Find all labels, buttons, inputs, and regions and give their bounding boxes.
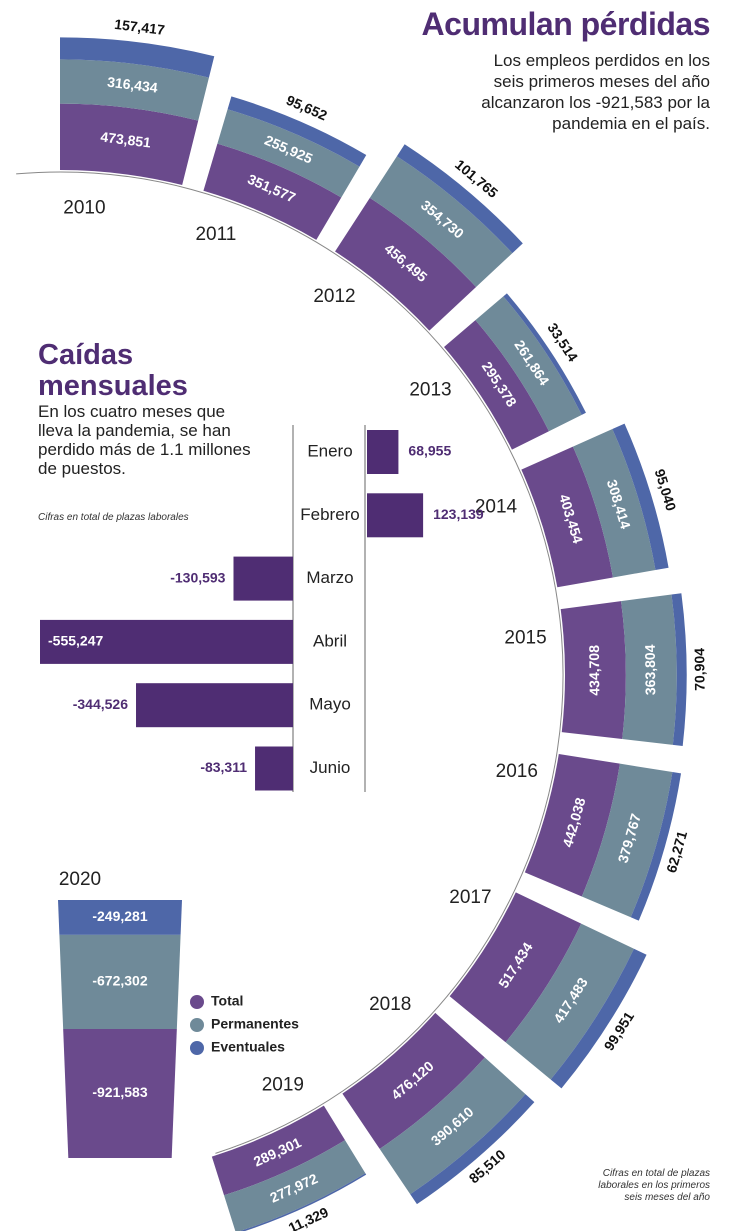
- bar: [136, 683, 293, 728]
- value-label: 316,434: [106, 74, 158, 96]
- category-label: Junio: [310, 758, 351, 777]
- bar-segment: [560, 601, 626, 740]
- legend-label: Eventuales: [211, 1039, 285, 1055]
- chart-note: Cifras en total de plazas laborales en l…: [598, 1168, 710, 1203]
- value-label: 95,040: [652, 467, 680, 513]
- chart-note: Cifras en total de plazas laborales: [38, 512, 189, 523]
- bar-segment: [224, 1140, 366, 1231]
- legend-marker: [190, 995, 204, 1009]
- bar-segment: [60, 37, 215, 78]
- value-label: 363,804: [642, 644, 658, 695]
- value-label: -344,526: [73, 696, 128, 712]
- bar-segment: [227, 96, 367, 167]
- chart-subtitle: En los cuatro meses que lleva la pandemi…: [38, 402, 251, 478]
- bar: [367, 493, 424, 538]
- bar-segment: [621, 594, 677, 745]
- category-label: 2014: [475, 497, 518, 518]
- category-label: 2018: [369, 994, 411, 1015]
- category-label: Febrero: [300, 505, 360, 524]
- bar-segment: [58, 900, 182, 935]
- bar-segment: [475, 296, 582, 432]
- value-label: 157,417: [113, 16, 165, 38]
- bar-segment: [671, 593, 687, 746]
- legend-label: Permanentes: [211, 1016, 299, 1032]
- bar-segment: [379, 1057, 526, 1195]
- value-label: 123,139: [433, 506, 484, 522]
- bar-segment: [335, 197, 477, 331]
- bar-segment: [203, 143, 342, 240]
- value-label: 68,955: [408, 443, 451, 459]
- bar-segment: [550, 948, 647, 1089]
- category-label: Marzo: [306, 568, 353, 587]
- category-label: 2011: [195, 224, 236, 245]
- bar-segment: [410, 1094, 535, 1205]
- chart-title: Caídas mensuales: [38, 339, 188, 402]
- category-label: 2012: [313, 286, 355, 307]
- category-label: Mayo: [309, 695, 351, 714]
- bar-segment: [521, 446, 613, 588]
- category-label: 2013: [409, 380, 451, 401]
- category-label: 2010: [63, 198, 105, 219]
- bar-segment: [581, 763, 673, 918]
- value-label: -555,247: [48, 633, 103, 649]
- category-label: 2020: [59, 869, 101, 890]
- category-label: 2017: [449, 887, 491, 908]
- bar-segment: [612, 423, 669, 571]
- bar-segment: [444, 320, 549, 450]
- bar-segment: [505, 923, 634, 1080]
- bar-segment: [396, 144, 523, 254]
- value-label: -921,583: [92, 1084, 147, 1100]
- chart-subtitle: Los empleos perdidos en los seis primero…: [481, 51, 710, 133]
- category-label: Enero: [307, 441, 352, 460]
- legend-label: Total: [211, 993, 243, 1009]
- category-label: 2019: [262, 1074, 304, 1095]
- bar: [233, 556, 293, 601]
- bar: [255, 746, 293, 791]
- bar: [367, 430, 399, 474]
- bar-segment: [369, 156, 513, 288]
- bar-segment: [217, 109, 360, 198]
- legend-marker: [190, 1018, 204, 1032]
- legend-marker: [190, 1041, 204, 1055]
- bar-segment: [524, 753, 620, 897]
- bar: [40, 619, 293, 664]
- value-label: -83,311: [200, 759, 247, 775]
- bar-segment: [59, 934, 181, 1030]
- bar-segment: [211, 1105, 346, 1196]
- category-label: 2015: [504, 627, 546, 648]
- value-label: -672,302: [92, 973, 147, 989]
- value-label: 473,851: [100, 129, 152, 151]
- chart-title: Acumulan pérdidas: [421, 6, 711, 42]
- bar-segment: [503, 293, 586, 415]
- category-label: 2016: [496, 761, 538, 782]
- bar-segment: [572, 429, 656, 578]
- ring: [16, 171, 564, 1154]
- category-label: Abril: [313, 631, 347, 650]
- value-label: -249,281: [92, 908, 147, 924]
- bar-segment: [60, 103, 199, 186]
- bar-segment: [63, 1029, 177, 1159]
- bar-segment: [449, 892, 582, 1043]
- bar-segment: [60, 59, 209, 121]
- value-label: -130,593: [170, 569, 225, 585]
- bar-segment: [342, 1012, 485, 1149]
- bar-segment: [630, 771, 682, 921]
- value-label: 434,708: [586, 645, 602, 696]
- value-label: 70,904: [691, 648, 707, 691]
